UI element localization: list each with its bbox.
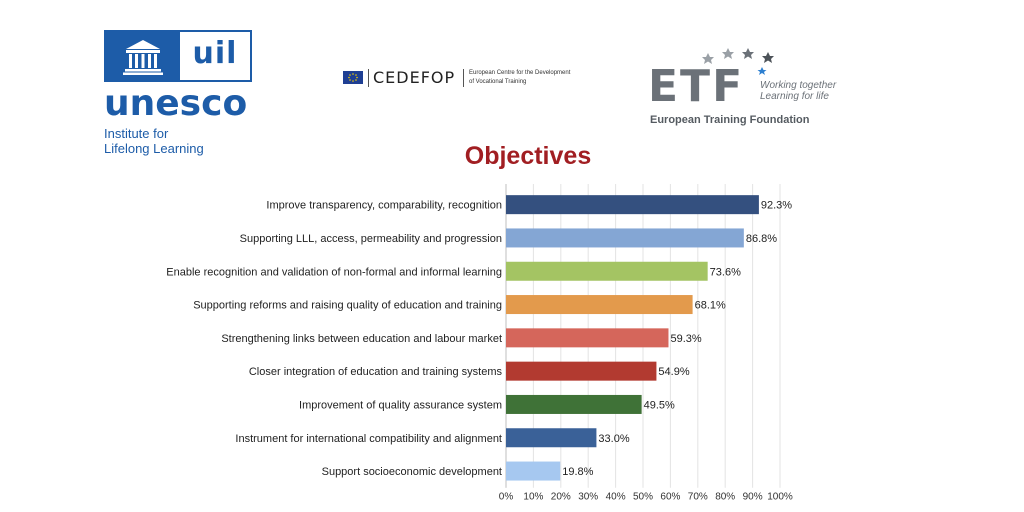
etf-tag-line-1: Working together (760, 80, 837, 91)
x-tick-label: 80% (715, 492, 735, 503)
category-label: Supporting LLL, access, permeability and… (240, 233, 502, 245)
cedefop-wordmark: CEDEFOP (373, 68, 456, 87)
unesco-logo-box: uil (104, 30, 252, 82)
category-label: Enable recognition and validation of non… (166, 266, 502, 278)
category-label: Support socioeconomic development (322, 466, 502, 478)
x-tick-label: 10% (523, 492, 543, 503)
bar (506, 295, 693, 315)
cedefop-subtitle: European Centre for the Development of V… (469, 69, 589, 87)
category-label: Improvement of quality assurance system (299, 399, 502, 411)
category-label: Closer integration of education and trai… (249, 366, 503, 378)
category-label: Instrument for international compatibili… (235, 433, 502, 445)
x-tick-label: 70% (688, 492, 708, 503)
x-tick-label: 20% (551, 492, 571, 503)
x-tick-label: 30% (578, 492, 598, 503)
x-tick-label: 40% (606, 492, 626, 503)
bar (506, 228, 744, 248)
value-label: 92.3% (761, 200, 792, 212)
uil-logo-text: uil (192, 36, 238, 71)
cedefop-separator (368, 69, 369, 87)
unesco-sub-line-2: Lifelong Learning (104, 141, 204, 156)
x-tick-label: 100% (767, 492, 793, 503)
x-tick-label: 0% (499, 492, 514, 503)
category-label: Supporting reforms and raising quality o… (193, 300, 502, 312)
category-label: Strengthening links between education an… (221, 333, 502, 345)
etf-stars-icon (702, 48, 774, 75)
bar (506, 394, 642, 414)
bar (506, 461, 561, 481)
value-label: 49.5% (644, 399, 675, 411)
value-label: 59.3% (670, 333, 701, 345)
bar (506, 428, 597, 448)
unesco-temple-icon (123, 40, 163, 75)
cedefop-logo: CEDEFOP European Centre for the Developm… (343, 68, 583, 92)
cedefop-sub-line-2: of Vocational Training (469, 79, 527, 85)
chart-bars (506, 195, 759, 481)
eu-flag-icon (343, 71, 363, 84)
value-label: 86.8% (746, 233, 777, 245)
x-tick-label: 60% (660, 492, 680, 503)
value-label: 19.8% (562, 466, 593, 478)
x-tick-label: 90% (743, 492, 763, 503)
unesco-uil-logo: uil unesco Institute for Lifelong Learni… (104, 30, 264, 156)
unesco-wordmark: unesco (104, 83, 248, 124)
bar (506, 361, 657, 381)
unesco-sub-line-1: Institute for (104, 126, 169, 141)
cedefop-separator-2 (463, 69, 464, 87)
unesco-temple-panel (106, 32, 180, 80)
value-label: 33.0% (598, 433, 629, 445)
value-label: 73.6% (710, 266, 741, 278)
bar (506, 328, 669, 348)
category-label: Improve transparency, comparability, rec… (266, 200, 502, 212)
etf-tagline: Working together Learning for life (760, 80, 836, 102)
etf-full-name: European Training Foundation (650, 114, 810, 126)
x-tick-label: 50% (633, 492, 653, 503)
chart-x-axis: 0% 10% 20% 30% 40% 50% 60% 70% 80% 90% 100% (499, 492, 793, 503)
unesco-institute-name: Institute for Lifelong Learning (104, 126, 204, 156)
bar (506, 261, 708, 281)
value-label: 54.9% (658, 366, 689, 378)
value-label: 68.1% (695, 300, 726, 312)
cedefop-sub-line-1: European Centre for the Development (469, 70, 571, 76)
etf-logo: ETF Working together Learning for life E… (648, 45, 868, 130)
chart-title: Objectives (464, 142, 592, 170)
etf-tag-line-2: Learning for life (760, 91, 829, 102)
etf-wordmark: ETF (648, 61, 745, 112)
chart-value-labels: 92.3% 86.8% 73.6% 68.1% 59.3% 54.9% 49.5% 33.0%… (562, 200, 792, 478)
bar (506, 195, 759, 215)
chart-category-labels: Improve transparency, comparability, rec… (166, 200, 502, 478)
